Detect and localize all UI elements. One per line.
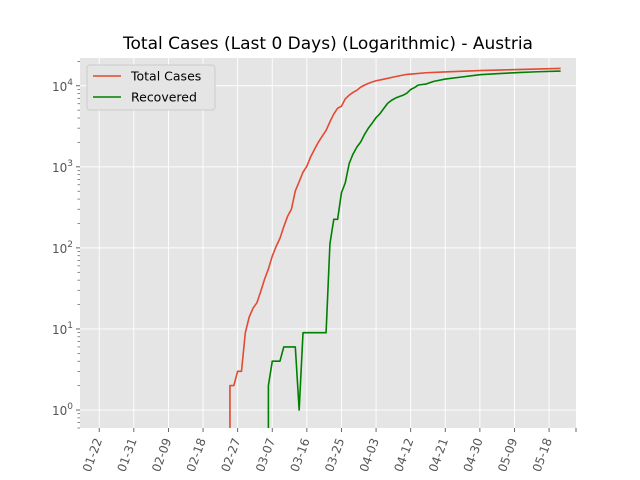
legend-label-total-cases: Total Cases [130, 69, 201, 84]
y-axis: 100 101 102 103 104 [52, 61, 80, 429]
chart-title: Total Cases (Last 0 Days) (Logarithmic) … [122, 34, 533, 54]
series-line-recovered [267, 70, 561, 428]
legend-label-recovered: Recovered [131, 90, 197, 105]
series-line-total-cases [229, 67, 561, 428]
y-tick-label: 104 [52, 78, 73, 94]
y-tick-label: 102 [52, 240, 73, 256]
y-tick-label: 100 [52, 402, 73, 418]
y-tick-label: 103 [52, 159, 73, 175]
plot-area [80, 58, 576, 428]
series-layer [229, 67, 561, 428]
legend: Total Cases Recovered [86, 64, 216, 111]
grid [80, 58, 576, 428]
y-tick-label: 101 [52, 321, 73, 337]
